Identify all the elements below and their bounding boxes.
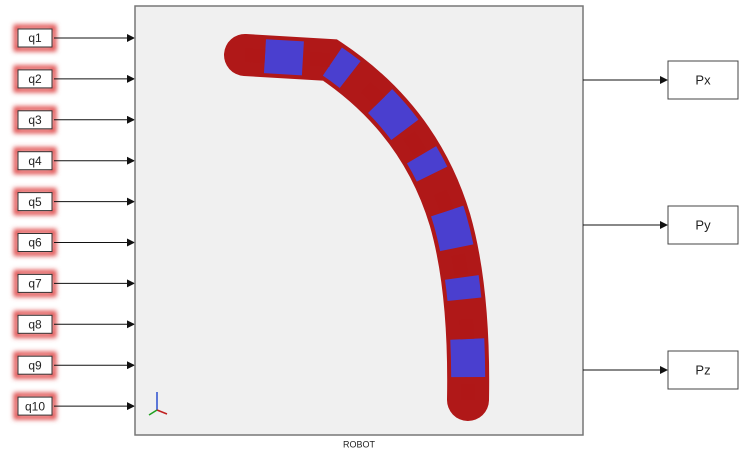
port-label: q10 — [25, 399, 45, 413]
port-label: q5 — [28, 195, 42, 209]
input-port: q1 — [16, 27, 134, 49]
output-port: Pz — [583, 351, 738, 389]
input-port: q3 — [16, 109, 134, 131]
input-port: q6 — [16, 232, 134, 254]
input-port: q10 — [16, 395, 134, 417]
port-label: Py — [695, 217, 711, 232]
port-label: q7 — [28, 277, 42, 291]
input-port: q2 — [16, 68, 134, 90]
output-port: Px — [583, 61, 738, 99]
page: q1q2q3q4q5q6q7q8q9q10 ROBOT PxPyPz (() =… — [0, 0, 741, 452]
input-port: q5 — [16, 191, 134, 213]
port-label: q3 — [28, 113, 42, 127]
inputs: q1 q2 q3 q4 q5 q6 q7 q8 q9 q10 — [16, 27, 134, 417]
port-label: Px — [695, 72, 711, 87]
input-port: q8 — [16, 313, 134, 335]
outputs: Px Py Pz — [583, 61, 738, 389]
diagram: q1 q2 q3 q4 q5 q6 q7 q8 q9 q10 ROBOT Px Py Pz — [0, 0, 741, 452]
port-label: q8 — [28, 317, 42, 331]
output-port: Py — [583, 206, 738, 244]
port-label: Pz — [695, 362, 710, 377]
port-label: q2 — [28, 72, 42, 86]
input-port: q7 — [16, 272, 134, 294]
port-label: q9 — [28, 358, 42, 372]
port-label: q4 — [28, 154, 42, 168]
input-port: q9 — [16, 354, 134, 376]
port-label: q6 — [28, 236, 42, 250]
port-label: q1 — [28, 31, 42, 45]
input-port: q4 — [16, 150, 134, 172]
block-label: ROBOT — [343, 439, 376, 449]
